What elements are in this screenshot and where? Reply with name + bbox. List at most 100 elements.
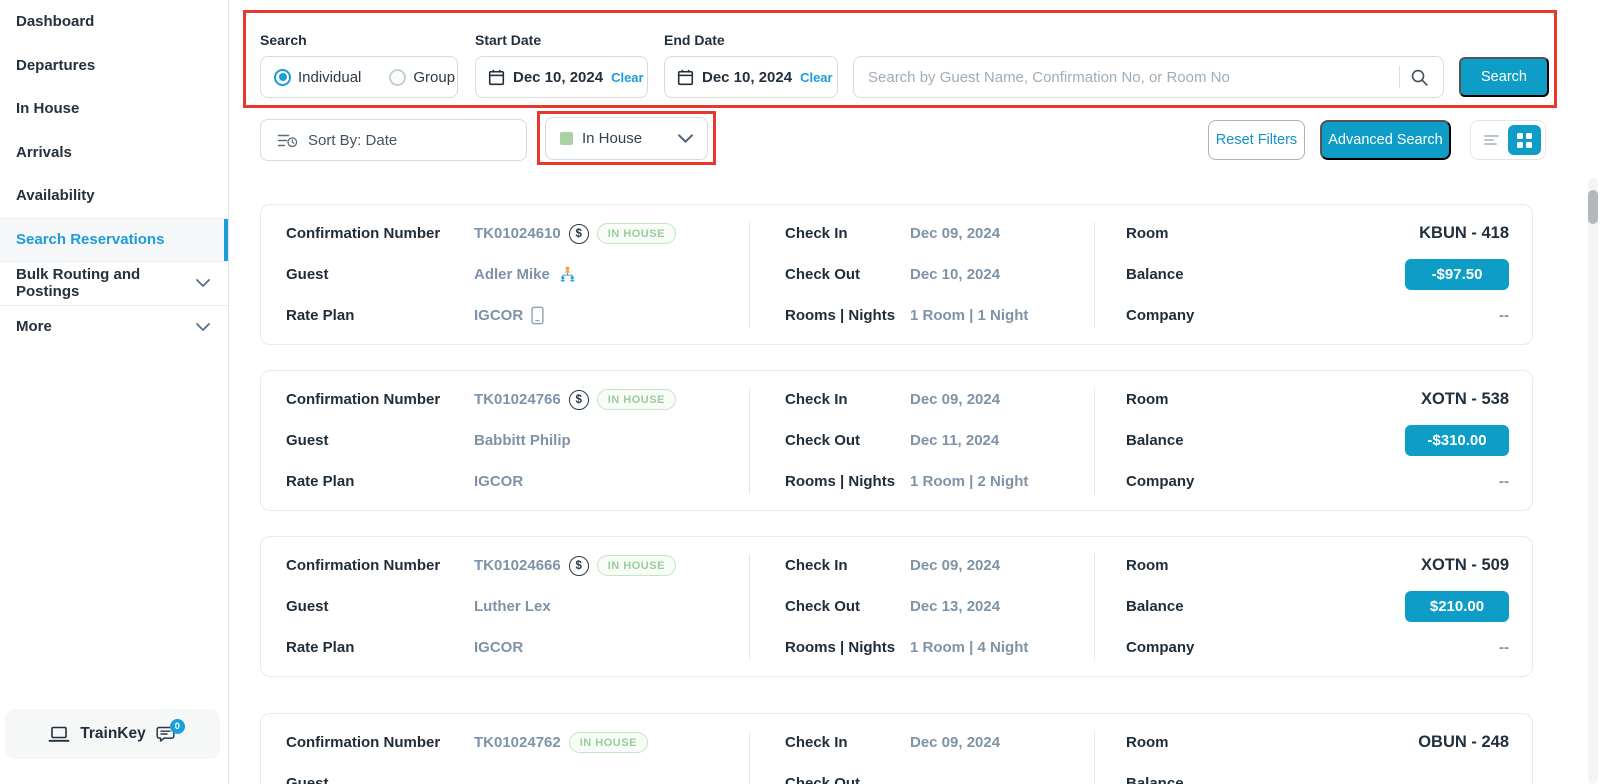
room-value: XOTN - 509: [1420, 556, 1509, 574]
guest-label: Guest: [286, 432, 329, 449]
sidebar-item-departures[interactable]: Departures: [0, 44, 228, 88]
rooms-nights-value: 1 Room | 2 Night: [910, 473, 1029, 490]
start-date-field[interactable]: Dec 10, 2024 Clear: [475, 56, 648, 98]
divider: [749, 730, 750, 784]
company-value: --: [1499, 307, 1509, 324]
rate-plan-value: IGCOR: [474, 307, 524, 324]
chevron-down-icon: [196, 322, 210, 331]
search-button[interactable]: Search: [1459, 57, 1549, 97]
check-out-value: Dec 11, 2024: [910, 432, 1000, 449]
company-label: Company: [1126, 639, 1195, 656]
clear-start-date-link[interactable]: Clear: [611, 69, 644, 85]
divider: [749, 387, 750, 494]
check-in-label: Check In: [785, 391, 848, 408]
divider: [1094, 387, 1095, 494]
calendar-icon: [677, 69, 694, 86]
divider: [1399, 66, 1400, 88]
end-date-label: End Date: [664, 32, 725, 48]
trainkey-label: TrainKey: [80, 725, 146, 742]
trainkey-launcher[interactable]: TrainKey 0: [5, 709, 220, 759]
room-value: OBUN - 248: [1418, 733, 1509, 751]
room-label: Room: [1126, 391, 1169, 408]
sidebar-item-label: Departures: [16, 56, 96, 74]
chat-badge: 0: [169, 718, 185, 734]
confirmation-label: Confirmation Number: [286, 225, 441, 242]
balance-pill[interactable]: -$310.00: [1405, 425, 1509, 456]
main-content: Search Start Date End Date Individual Gr…: [229, 0, 1620, 784]
reservation-card[interactable]: Confirmation Number TK01024766 $ IN HOUS…: [260, 370, 1533, 511]
rooms-nights-label: Rooms | Nights: [785, 639, 896, 656]
confirmation-label: Confirmation Number: [286, 391, 441, 408]
confirmation-value: TK01024610: [474, 225, 561, 242]
dollar-icon: $: [568, 223, 589, 244]
search-input[interactable]: [868, 68, 1389, 86]
status-badge: IN HOUSE: [596, 223, 676, 244]
view-toggle: [1470, 120, 1546, 160]
balance-label: Balance: [1126, 598, 1184, 615]
mobile-device-icon: [531, 306, 544, 325]
sidebar-item-search-reservations[interactable]: Search Reservations: [0, 217, 228, 261]
reset-filters-button[interactable]: Reset Filters: [1208, 120, 1305, 160]
check-in-label: Check In: [785, 557, 848, 574]
sidebar-item-bulk-routing-and-postings[interactable]: Bulk Routing and Postings: [0, 261, 228, 305]
company-value: --: [1499, 639, 1509, 656]
end-date-field[interactable]: Dec 10, 2024 Clear: [664, 56, 838, 98]
room-label: Room: [1126, 557, 1169, 574]
check-in-value: Dec 09, 2024: [910, 734, 1001, 751]
grid-view-button[interactable]: [1508, 125, 1541, 155]
reservation-card[interactable]: Confirmation Number TK01024610 $ IN HOUS…: [260, 204, 1533, 345]
sidebar-item-label: Bulk Routing and Postings: [16, 266, 141, 301]
check-out-value: Dec 10, 2024: [910, 266, 1001, 283]
chat-icon[interactable]: 0: [156, 718, 185, 743]
room-label: Room: [1126, 734, 1169, 751]
check-out-label: Check Out: [785, 266, 861, 283]
reservation-list: Confirmation Number TK01024610 $ IN HOUS…: [260, 204, 1533, 784]
reservation-card[interactable]: Confirmation Number TK01024666 $ IN HOUS…: [260, 536, 1533, 677]
dollar-icon: $: [568, 555, 589, 576]
status-filter-value: In House: [582, 130, 643, 147]
radio-individual[interactable]: [274, 68, 291, 86]
rate-plan-label: Rate Plan: [286, 307, 355, 324]
check-out-label: Check Out: [785, 432, 861, 449]
reservation-card[interactable]: Confirmation Number TK01024762 $ IN HOUS…: [260, 713, 1533, 784]
start-date-value: Dec 10, 2024: [513, 68, 604, 86]
sidebar-item-more[interactable]: More: [0, 304, 228, 349]
advanced-search-button[interactable]: Advanced Search: [1320, 120, 1451, 160]
scrollbar-thumb[interactable]: [1588, 190, 1598, 224]
clear-end-date-link[interactable]: Clear: [800, 69, 833, 85]
check-in-value: Dec 09, 2024: [910, 225, 1001, 242]
balance-label: Balance: [1126, 266, 1184, 283]
radio-group[interactable]: [389, 68, 407, 86]
guest-value: Luther Lex: [474, 598, 551, 615]
search-icon: [1410, 68, 1429, 87]
sidebar-item-availability[interactable]: Availability: [0, 174, 228, 218]
sidebar-item-dashboard[interactable]: Dashboard: [0, 0, 228, 44]
balance-label: Balance: [1126, 775, 1184, 784]
chevron-down-icon: [678, 134, 693, 143]
sort-icon: [277, 132, 298, 149]
end-date-value: Dec 10, 2024: [702, 68, 793, 86]
guest-value: Babbitt Philip: [474, 432, 571, 449]
balance-pill[interactable]: $210.00: [1405, 591, 1509, 622]
keyword-search-field: [853, 56, 1444, 98]
search-type-radio-group: Individual Group: [260, 56, 458, 98]
room-label: Room: [1126, 225, 1169, 242]
sidebar-item-in-house[interactable]: In House: [0, 87, 228, 131]
start-date-label: Start Date: [475, 32, 542, 48]
sidebar-item-label: Arrivals: [16, 143, 72, 161]
calendar-icon: [488, 69, 505, 86]
sidebar-item-arrivals[interactable]: Arrivals: [0, 131, 228, 175]
list-view-button[interactable]: [1475, 125, 1508, 155]
rooms-nights-value: 1 Room | 4 Night: [910, 639, 1029, 656]
guest-value: Adler Mike: [474, 266, 550, 283]
sidebar-item-label: In House: [16, 100, 80, 118]
status-filter-select[interactable]: In House: [545, 117, 708, 160]
sort-by-select[interactable]: Sort By: Date: [260, 119, 527, 161]
check-in-value: Dec 09, 2024: [910, 557, 1001, 574]
search-type-label: Search: [260, 32, 307, 48]
sort-by-value: Sort By: Date: [308, 131, 398, 149]
radio-group-label: Group: [413, 68, 456, 86]
confirmation-value: TK01024666: [474, 557, 561, 574]
check-out-label: Check Out: [785, 598, 861, 615]
balance-pill[interactable]: -$97.50: [1405, 259, 1509, 290]
